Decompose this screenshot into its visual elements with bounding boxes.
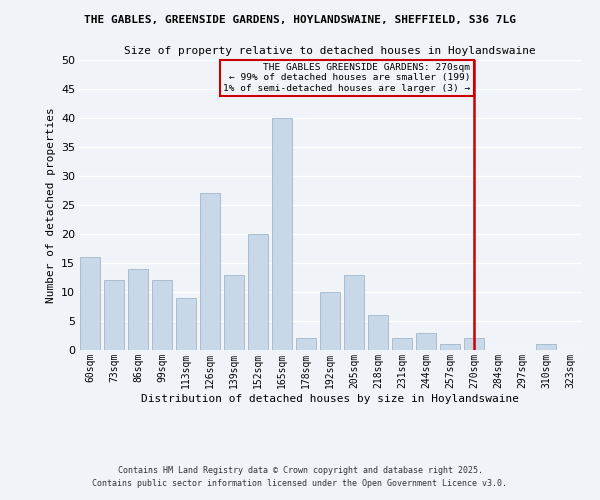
Bar	[320, 292, 340, 350]
Bar	[224, 274, 244, 350]
Bar	[80, 257, 100, 350]
Bar	[104, 280, 124, 350]
Bar	[296, 338, 316, 350]
Bar	[464, 338, 484, 350]
X-axis label: Distribution of detached houses by size in Hoylandswaine: Distribution of detached houses by size …	[141, 394, 519, 404]
Bar	[536, 344, 556, 350]
Bar	[128, 269, 148, 350]
Bar	[200, 194, 220, 350]
Bar	[248, 234, 268, 350]
Bar	[152, 280, 172, 350]
Bar	[344, 274, 364, 350]
Text: THE GABLES, GREENSIDE GARDENS, HOYLANDSWAINE, SHEFFIELD, S36 7LG: THE GABLES, GREENSIDE GARDENS, HOYLANDSW…	[84, 15, 516, 25]
Bar	[392, 338, 412, 350]
Text: Contains HM Land Registry data © Crown copyright and database right 2025.
Contai: Contains HM Land Registry data © Crown c…	[92, 466, 508, 487]
Bar	[416, 332, 436, 350]
Bar	[272, 118, 292, 350]
Bar	[368, 315, 388, 350]
Text: THE GABLES GREENSIDE GARDENS: 270sqm
← 99% of detached houses are smaller (199)
: THE GABLES GREENSIDE GARDENS: 270sqm ← 9…	[223, 63, 470, 92]
Y-axis label: Number of detached properties: Number of detached properties	[46, 107, 56, 303]
Bar	[440, 344, 460, 350]
Bar	[176, 298, 196, 350]
Title: Size of property relative to detached houses in Hoylandswaine: Size of property relative to detached ho…	[124, 46, 536, 56]
